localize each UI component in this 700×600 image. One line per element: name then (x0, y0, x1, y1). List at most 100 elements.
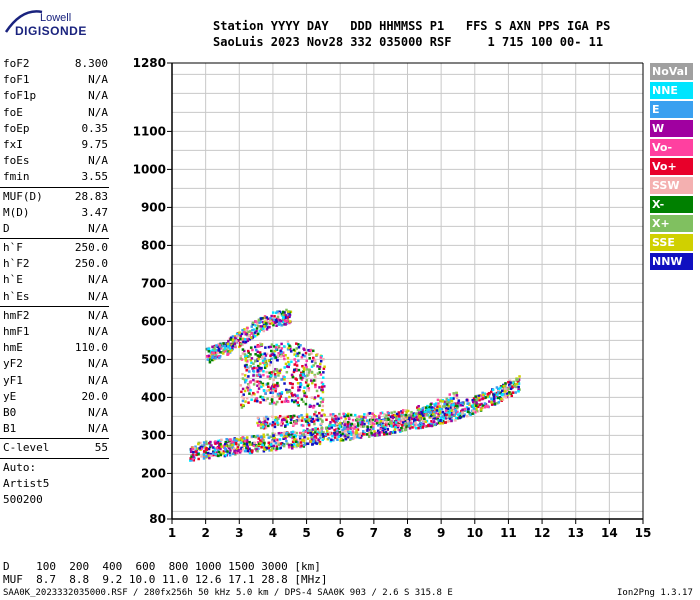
echo-point (229, 449, 232, 452)
echo-point (318, 365, 322, 369)
echo-point (270, 371, 273, 374)
echo-point (410, 410, 413, 414)
echo-point (447, 398, 450, 402)
echo-point (236, 445, 240, 449)
echo-point (355, 429, 358, 432)
echo-point (324, 426, 328, 430)
echo-point (439, 416, 443, 419)
separator (0, 238, 109, 240)
echo-point (272, 434, 275, 437)
echo-point (385, 421, 389, 424)
echo-point (371, 418, 375, 421)
echo-point (259, 424, 262, 428)
echo-point (250, 336, 253, 339)
echo-point (282, 320, 285, 324)
param-value: 8.300 (74, 57, 108, 70)
echo-point (507, 392, 510, 396)
echo-point (354, 431, 358, 434)
echo-point (515, 378, 518, 381)
auto-text: Auto: (3, 460, 37, 474)
echo-point (382, 433, 386, 436)
echo-point (262, 439, 265, 442)
echo-point (314, 434, 317, 438)
echo-point (448, 417, 452, 420)
echo-point (270, 447, 274, 450)
echo-point (286, 342, 290, 346)
param-name: B1 (3, 422, 17, 436)
echo-point (257, 357, 260, 361)
echo-point (237, 438, 241, 441)
echo-point (217, 450, 221, 454)
echo-point (292, 442, 296, 446)
echo-point (437, 402, 440, 405)
echo-point (431, 407, 434, 411)
echo-point (373, 430, 376, 433)
y-tick-label: 400 (141, 390, 166, 404)
echo-point (207, 454, 211, 458)
echo-point (252, 383, 256, 386)
echo-point (263, 366, 267, 370)
y-tick-label: 600 (141, 314, 166, 328)
echo-point (341, 432, 344, 436)
echo-point (214, 451, 218, 454)
echo-point (247, 375, 250, 378)
echo-point (323, 413, 326, 417)
echo-point (242, 397, 246, 400)
echo-point (423, 410, 427, 413)
echo-point (325, 429, 329, 433)
echo-point (283, 378, 286, 381)
echo-point (417, 404, 420, 408)
echo-point (306, 431, 310, 435)
echo-point (239, 355, 243, 358)
echo-point (318, 431, 322, 435)
echo-point (375, 420, 379, 424)
echo-point (458, 413, 462, 416)
echo-point (236, 339, 240, 342)
echo-point (281, 318, 285, 321)
echo-point (210, 444, 213, 447)
echo-point (206, 347, 209, 351)
echo-point (222, 350, 226, 353)
echo-point (424, 424, 427, 428)
echo-point (517, 385, 520, 389)
echo-point (308, 429, 311, 432)
echo-point (508, 379, 512, 382)
echo-point (321, 382, 325, 386)
echo-point (293, 368, 296, 372)
echo-point (431, 409, 435, 413)
echo-point (268, 377, 272, 380)
echo-point (245, 396, 249, 400)
echo-point (243, 449, 247, 453)
echo-point (382, 424, 385, 428)
echo-point (220, 445, 223, 448)
echo-point (240, 441, 243, 445)
echo-point (280, 324, 283, 327)
echo-point (394, 422, 397, 426)
echo-point (356, 420, 360, 424)
echo-point (304, 381, 308, 384)
echo-point (315, 442, 318, 445)
echo-point (327, 424, 331, 428)
echo-point (260, 423, 263, 426)
echo-point (355, 432, 358, 436)
echo-point (430, 406, 433, 409)
echo-point (320, 419, 324, 422)
echo-point (277, 443, 281, 447)
param-row: hmF1 N/A (0, 324, 112, 340)
echo-point (300, 444, 303, 447)
echo-point (254, 345, 257, 349)
param-value: N/A (88, 89, 108, 103)
echo-point (190, 459, 193, 462)
echo-point (217, 354, 221, 358)
echo-point (334, 414, 337, 418)
echo-point (455, 394, 459, 397)
echo-point (235, 447, 239, 451)
echo-point (256, 441, 260, 444)
echo-point (209, 357, 212, 360)
echo-point (254, 380, 257, 383)
echo-point (397, 414, 400, 417)
echo-point (250, 361, 253, 365)
echo-point (268, 449, 271, 452)
echo-point (231, 340, 235, 344)
echo-point (306, 442, 309, 445)
